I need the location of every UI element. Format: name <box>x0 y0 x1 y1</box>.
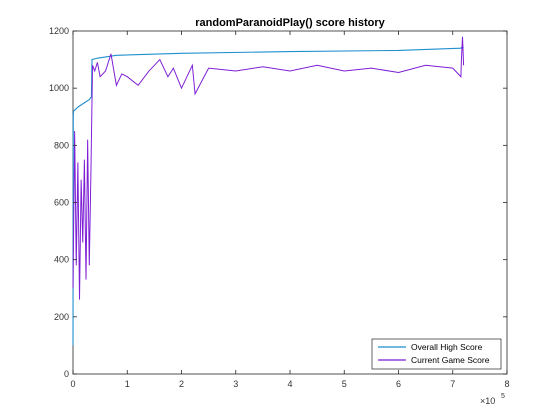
series-line-current-game-score <box>72 36 465 300</box>
legend: Overall High Score Current Game Score <box>371 338 502 370</box>
y-tick-label: 1000 <box>49 83 69 93</box>
chart-title: randomParanoidPlay() score history <box>195 17 385 29</box>
x-tick-label: 0 <box>70 379 75 389</box>
y-tick-label: 200 <box>54 312 69 322</box>
y-tick-label: 800 <box>54 140 69 150</box>
plot-area <box>72 30 508 375</box>
x-tick-label: 4 <box>287 379 292 389</box>
x-tick-label: 2 <box>179 379 184 389</box>
x-exponent-label: ×10 5 <box>480 393 505 406</box>
x-exponent-base: ×10 <box>480 396 495 406</box>
y-tick-label: 600 <box>54 198 69 208</box>
x-tick-label: 6 <box>396 379 401 389</box>
y-tick-label: 1200 <box>49 26 69 36</box>
series-line-overall-high-score <box>72 46 464 346</box>
legend-label-overall-high-score: Overall High Score <box>411 342 483 352</box>
x-tick-label: 7 <box>450 379 455 389</box>
legend-box <box>371 338 502 370</box>
x-tick-label: 3 <box>233 379 238 389</box>
x-exponent-power: 5 <box>501 393 505 400</box>
x-tick-label: 5 <box>342 379 347 389</box>
y-tick-label: 0 <box>64 369 69 379</box>
x-tick-label: 1 <box>125 379 130 389</box>
axes-layer: 0 1 2 3 4 5 6 7 8 0 200 400 600 800 1000 1200 <box>49 26 510 389</box>
legend-label-current-game-score: Current Game Score <box>411 355 490 365</box>
y-tick-label: 400 <box>54 255 69 265</box>
x-tick-label: 8 <box>504 379 509 389</box>
series-layer <box>72 36 465 346</box>
